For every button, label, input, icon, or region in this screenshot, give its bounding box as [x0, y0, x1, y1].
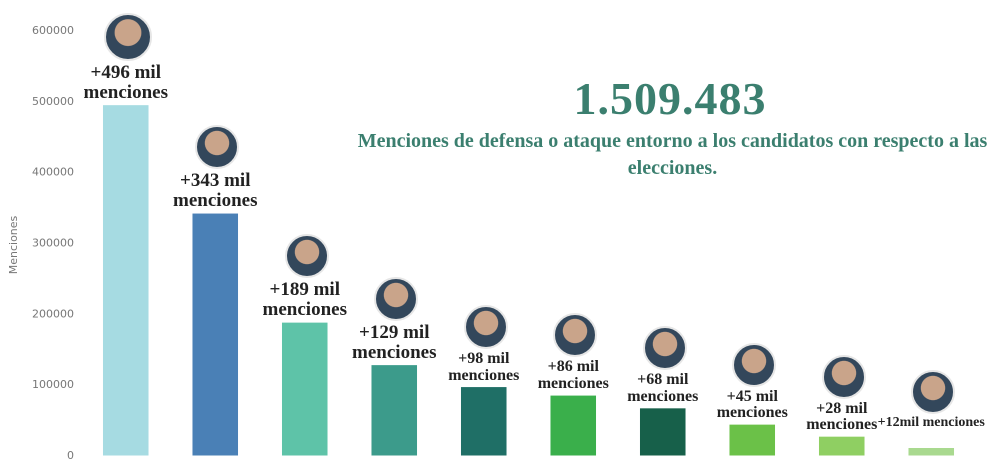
value-label: +86 mil menciones: [537, 358, 609, 393]
value-label: +12mil menciones: [877, 415, 985, 431]
candidate-photo: [732, 342, 777, 387]
value-label: +129 mil menciones: [352, 321, 437, 363]
bar: [728, 423, 777, 457]
candidate-photo: [463, 304, 508, 349]
candidate-photo: [374, 276, 419, 321]
bar: [191, 212, 240, 457]
candidate-photo: [553, 313, 598, 358]
value-label: +98 mil menciones: [448, 349, 520, 384]
total-mentions: 1.509.483: [573, 73, 767, 124]
y-tick-label: 0: [67, 449, 74, 459]
y-tick-label: 300000: [32, 237, 74, 250]
candidate-photo: [911, 370, 956, 415]
bar: [817, 435, 866, 457]
y-tick-label: 500000: [32, 95, 74, 108]
y-tick-label: 600000: [32, 24, 74, 37]
y-tick-label: 400000: [32, 166, 74, 179]
value-label: +496 mil menciones: [83, 61, 168, 103]
bar: [638, 407, 687, 457]
candidate-photo: [284, 234, 329, 279]
candidate-photo: [103, 12, 152, 61]
candidate-photo: [821, 354, 866, 399]
value-label: +189 mil menciones: [262, 279, 347, 321]
candidate-photo: [642, 326, 687, 371]
bar: [101, 104, 150, 457]
value-label: +343 mil menciones: [173, 170, 258, 212]
value-label: +68 mil menciones: [627, 371, 699, 406]
bar: [280, 321, 329, 457]
bar: [459, 386, 508, 457]
description: Menciones de defensa o ataque entorno a …: [357, 130, 988, 179]
value-label: +28 mil menciones: [806, 399, 878, 434]
bar: [370, 364, 419, 457]
value-label: +45 mil menciones: [716, 387, 788, 422]
bar: [907, 447, 956, 457]
y-tick-label: 200000: [32, 307, 74, 320]
bar: [549, 394, 598, 457]
candidate-photo: [195, 125, 240, 170]
y-axis-title: Menciones: [7, 215, 20, 274]
y-tick-label: 100000: [32, 378, 74, 391]
